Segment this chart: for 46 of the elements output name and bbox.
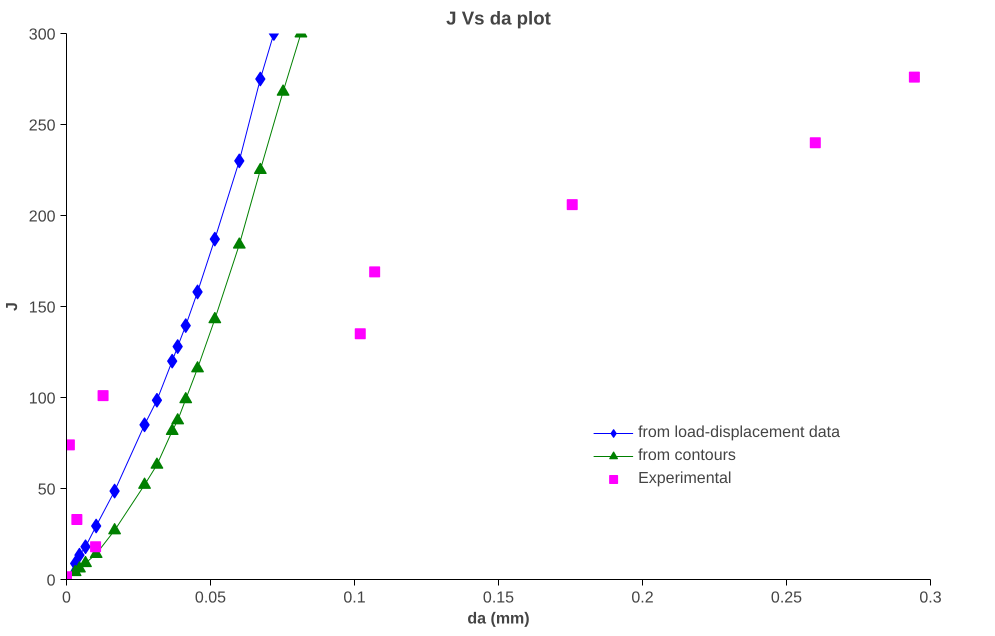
point — [810, 137, 821, 148]
point — [98, 390, 109, 402]
point — [71, 514, 82, 525]
legend-label: Experimental — [638, 470, 732, 488]
x-tick-label: 0.25 — [770, 590, 802, 606]
x-axis-title: da (mm) — [467, 610, 530, 628]
y-tick-label: 50 — [38, 482, 56, 498]
y-axis-title: J — [4, 302, 21, 311]
x-tick-label: 0.15 — [482, 590, 514, 606]
point — [191, 360, 204, 372]
point — [908, 72, 920, 83]
point — [171, 413, 184, 424]
point — [208, 312, 222, 324]
y-tick-label: 150 — [28, 300, 56, 316]
point — [108, 522, 122, 534]
x-tick-label: 0.2 — [631, 590, 654, 606]
point — [255, 72, 266, 86]
y-tick-label: 300 — [28, 26, 56, 44]
legend-label: from contours — [638, 447, 736, 465]
chart-title: J Vs da plot — [446, 8, 551, 28]
point — [566, 199, 578, 210]
point — [74, 548, 85, 563]
legend-label: from load-displacement data — [638, 424, 840, 442]
point — [232, 237, 246, 249]
point — [369, 266, 380, 278]
point — [152, 392, 162, 408]
point — [166, 424, 179, 435]
point — [138, 477, 152, 489]
point — [80, 539, 91, 554]
x-tick-label: 0 — [62, 590, 72, 606]
point — [109, 484, 120, 499]
point — [192, 284, 203, 300]
y-tick-label: 0 — [46, 572, 56, 590]
point — [354, 328, 366, 340]
point — [79, 556, 92, 568]
y-tick-label: 200 — [28, 208, 56, 226]
x-tick-label: 0.1 — [343, 590, 366, 606]
point — [90, 518, 102, 534]
y-tick-label: 100 — [28, 390, 56, 408]
point — [150, 457, 164, 469]
point — [179, 392, 192, 404]
y-tick-label: 250 — [28, 118, 56, 134]
point — [139, 417, 150, 432]
point — [90, 541, 102, 552]
x-tick-label: 0.3 — [919, 590, 942, 606]
x-tick-label: 0.05 — [194, 590, 226, 606]
